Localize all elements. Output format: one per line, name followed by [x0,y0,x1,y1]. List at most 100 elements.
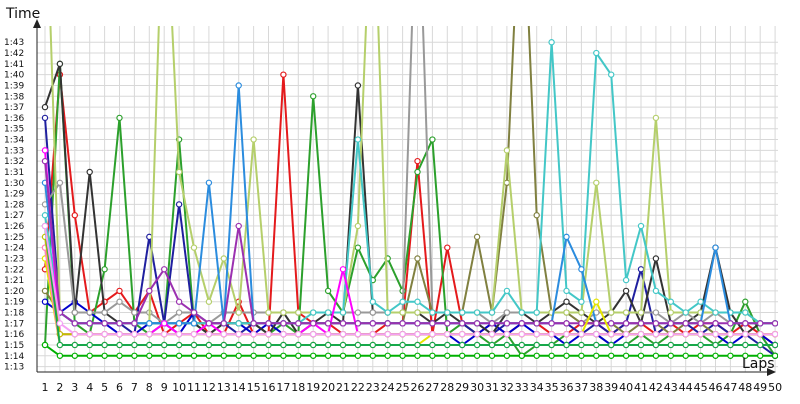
data-point [384,309,391,316]
x-tick-label: 17 [276,381,290,394]
data-point [310,320,317,327]
data-point [444,244,451,251]
data-point [488,341,496,349]
data-point [548,352,555,359]
data-point [235,309,242,316]
x-tick-label: 38 [589,381,603,394]
x-tick-label: 31 [485,381,499,394]
data-point [727,341,734,349]
tick-labels: 1:131:141:151:161:171:181:191:201:211:22… [4,38,782,394]
data-point [637,352,645,359]
data-point [295,309,302,316]
data-point [757,330,764,338]
x-tick-label: 22 [351,381,365,394]
data-point [190,341,198,349]
data-point [771,320,778,327]
data-point [637,309,645,316]
data-point [205,341,213,349]
data-point [608,71,615,78]
data-point [339,309,347,316]
data-point [742,352,749,359]
data-point [86,309,93,316]
data-point [175,330,183,338]
x-tick-label: 3 [71,381,78,394]
data-point [324,341,332,349]
data-point [41,114,49,122]
x-tick-label: 4 [86,381,93,394]
x-tick-label: 48 [738,381,752,394]
y-axis-title: Time [5,6,40,22]
series-line [49,26,776,325]
data-point [280,341,287,349]
data-point [71,352,79,359]
data-point [71,341,79,349]
y-tick-label: 1:26 [4,222,24,232]
data-point [488,352,496,359]
y-tick-label: 1:16 [4,330,24,340]
data-point [324,330,332,338]
x-tick-label: 24 [381,381,395,394]
data-point [131,309,138,316]
data-point [622,352,630,359]
x-tick-label: 50 [768,381,782,394]
data-point [101,266,108,273]
data-point [652,341,660,349]
data-point [146,341,153,349]
data-point [578,341,585,349]
data-point [414,157,421,165]
data-point [578,266,585,273]
data-point [175,168,183,176]
x-axis-arrow-icon [767,368,776,376]
data-point [175,298,183,305]
data-point [697,298,704,305]
x-tick-label: 11 [187,381,201,394]
data-point [593,341,600,349]
data-point [131,341,138,349]
data-point [518,341,526,349]
data-point [265,320,272,327]
data-point [622,287,630,295]
y-tick-label: 1:24 [4,244,24,254]
data-point [116,320,123,327]
data-point [608,320,615,327]
data-point [205,330,213,338]
data-point [503,341,511,349]
x-tick-label: 10 [172,381,186,394]
data-point [131,320,138,327]
data-point [518,352,526,359]
data-point [414,168,421,176]
data-point [652,330,660,338]
data-point [548,341,555,349]
data-point [310,309,317,316]
y-axis-arrow-icon [33,19,41,28]
y-tick-label: 1:31 [4,168,24,178]
data-point [622,276,630,284]
data-point [369,309,376,316]
data-point [399,309,406,316]
x-axis-title: Laps [742,356,775,372]
y-tick-label: 1:18 [4,309,24,319]
y-tick-label: 1:30 [4,179,24,189]
data-point [384,341,391,349]
y-tick-label: 1:34 [4,136,24,146]
data-point [414,298,421,305]
data-point [652,320,660,327]
data-point [71,309,79,316]
data-point [608,309,615,316]
y-tick-label: 1:17 [4,319,24,329]
data-point [697,320,704,327]
data-point [414,320,421,327]
data-point [295,341,302,349]
data-point [369,298,376,305]
data-point [86,330,93,338]
x-tick-label: 45 [694,381,708,394]
x-tick-label: 41 [634,381,648,394]
data-point [429,136,436,143]
data-point [324,352,332,359]
x-tick-label: 7 [131,381,138,394]
data-point [131,352,138,359]
data-point [697,330,704,338]
x-tick-label: 26 [411,381,425,394]
